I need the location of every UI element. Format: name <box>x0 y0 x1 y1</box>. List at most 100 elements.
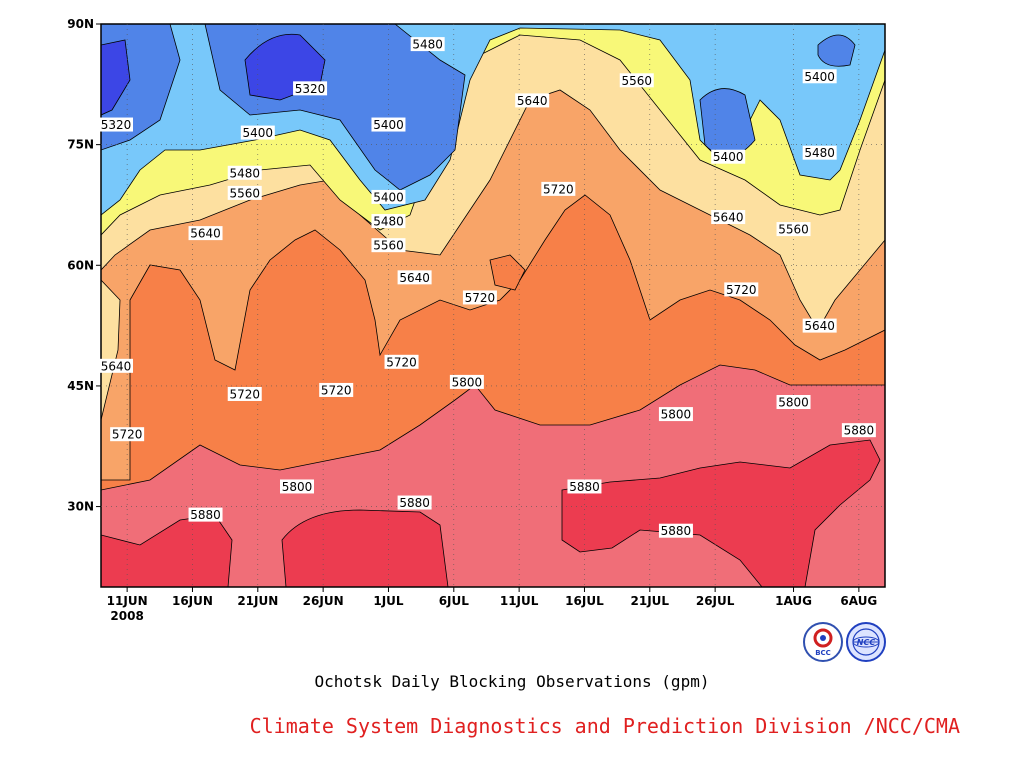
contour-label-bg <box>240 125 275 140</box>
x-tick-label: 1AUG <box>775 594 812 608</box>
contour-label-bg <box>99 117 133 132</box>
bcc-logo: BCC <box>803 622 843 662</box>
x-tick-label: 1JUL <box>373 594 404 608</box>
contour-label: 5560 <box>621 74 652 88</box>
contour-label: 5640 <box>517 94 548 108</box>
contour-label-bg <box>110 427 145 442</box>
contour-label: 5720 <box>543 182 574 196</box>
contour-label-bg <box>371 189 406 204</box>
contour-label-bg <box>397 270 432 285</box>
contour-label: 5480 <box>804 146 835 160</box>
bcc-logo-text: BCC <box>815 649 831 657</box>
contour-label: 5400 <box>373 190 404 204</box>
contour-label-bg <box>280 479 314 494</box>
y-tick-label: 75N <box>67 138 94 152</box>
contour-label: 5800 <box>661 408 692 422</box>
x-tick-label: 6AUG <box>840 594 877 608</box>
contour-label: 5480 <box>373 215 404 229</box>
contour-label: 5720 <box>112 428 143 442</box>
contour-label-bg <box>371 214 406 229</box>
contour-label-bg <box>371 238 406 253</box>
contour-label-bg <box>776 222 811 237</box>
contour-label-bg <box>319 382 354 397</box>
contour-label: 5400 <box>804 70 835 84</box>
contour-label-bg <box>188 507 223 522</box>
contour-label-bg <box>802 69 837 84</box>
contour-label-bg <box>776 395 811 410</box>
contour-label-bg <box>724 282 759 297</box>
contour-label-bg <box>227 165 262 180</box>
contour-label-bg <box>397 495 432 510</box>
x-tick-label: 21JUN <box>237 594 278 608</box>
contour-label: 5640 <box>399 271 430 285</box>
x-tick-label: 26JUN <box>303 594 344 608</box>
contour-label-bg <box>658 407 693 422</box>
credit-text: Climate System Diagnostics and Predictio… <box>249 714 960 738</box>
y-tick-label: 45N <box>67 379 94 393</box>
contour-label: 5880 <box>844 424 875 438</box>
x-tick-label: 11JUN <box>107 594 148 608</box>
contour-label-bg <box>619 73 654 88</box>
band-5320-5400-d <box>817 34 856 67</box>
band-above-5880-c <box>561 439 881 587</box>
contour-label: 5400 <box>243 126 274 140</box>
y-axis: 30N 45N 60N 75N 90N <box>67 17 101 514</box>
y-tick-label: 30N <box>67 500 94 514</box>
band-5720-5800-island <box>489 254 526 291</box>
chart-caption: Ochotsk Daily Blocking Observations (gpm… <box>314 672 710 691</box>
contour-label-bg <box>227 386 262 401</box>
contour-label: 5800 <box>452 375 483 389</box>
contour-label: 5320 <box>295 82 326 96</box>
contour-label: 5880 <box>399 496 430 510</box>
band-below-5320 <box>101 39 131 116</box>
contour-label: 5800 <box>282 480 313 494</box>
band-above-5880-b <box>281 509 449 587</box>
contour-label-bg <box>188 226 223 241</box>
x-tick-label: 16JUN <box>172 594 213 608</box>
x-tick-label: 26JUL <box>696 594 735 608</box>
contour-label: 5560 <box>778 223 809 237</box>
band-5560-5640-west <box>101 279 121 421</box>
x-axis: 11JUN 16JUN 21JUN 26JUN 1JUL 6JUL 11JUL 16JUL 21… <box>107 587 877 623</box>
contour-label-bg <box>841 423 876 438</box>
contour-label-bg <box>227 185 262 200</box>
contour-label: 5640 <box>190 227 221 241</box>
contour-label-bg <box>99 358 133 373</box>
contour-labels: 5480 5320 5320 5400 5400 5480 5560 5640 5400 5480… <box>99 37 876 538</box>
x-tick-label: 21JUL <box>631 594 670 608</box>
contour-label: 5640 <box>804 319 835 333</box>
contour-label-bg <box>658 523 693 538</box>
contour-label-bg <box>541 181 576 196</box>
contour-label: 5640 <box>713 211 744 225</box>
contour-label: 5880 <box>569 480 600 494</box>
contour-label-bg <box>410 37 445 52</box>
contour-chart: 30N 45N 60N 75N 90N 11JUN 16JUN 21JUN 26JUN 1JUL… <box>67 17 886 623</box>
ncc-logo: NCC <box>846 622 886 662</box>
contour-label: 5800 <box>778 396 809 410</box>
contour-label: 5880 <box>190 508 221 522</box>
contour-label: 5480 <box>412 38 443 52</box>
y-tick-label: 90N <box>67 17 94 31</box>
x-tick-label: 16JUL <box>565 594 604 608</box>
x-year-label: 2008 <box>110 609 143 623</box>
ncc-logo-text: NCC <box>857 638 876 647</box>
x-tick-label: 6JUL <box>439 594 470 608</box>
contour-label: 5480 <box>229 166 260 180</box>
contour-label: 5320 <box>101 118 132 132</box>
contour-label-bg <box>449 374 484 389</box>
contour-label-bg <box>567 479 602 494</box>
y-tick-label: 60N <box>67 258 94 272</box>
plot-frame <box>100 23 886 588</box>
grid-lines <box>101 24 885 587</box>
contour-label-bg <box>802 318 837 333</box>
contour-label-bg <box>711 149 746 164</box>
contour-label-bg <box>711 210 746 225</box>
contour-label: 5640 <box>101 359 132 373</box>
contour-label: 5720 <box>726 283 757 297</box>
contour-label-bg <box>802 145 837 160</box>
contour-label: 5880 <box>661 524 692 538</box>
band-above-5880-a <box>101 514 233 587</box>
x-tick-label: 11JUL <box>500 594 539 608</box>
contour-label: 5560 <box>373 239 404 253</box>
